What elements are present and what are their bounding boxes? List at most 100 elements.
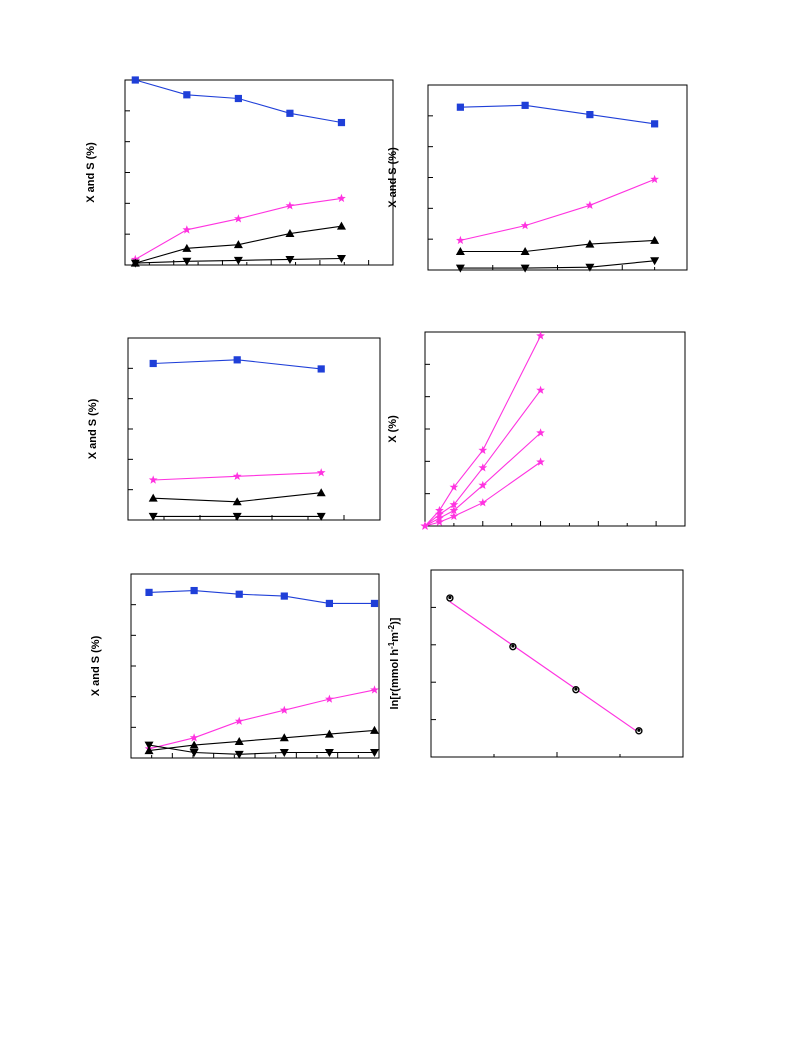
triangle-down-marker	[232, 512, 242, 521]
square-marker	[370, 599, 379, 608]
circle-marker-core	[511, 644, 515, 648]
triangle-down-marker	[369, 748, 379, 757]
series-line	[148, 729, 375, 752]
plot-frame	[127, 337, 381, 521]
plot-frame	[424, 331, 686, 527]
square-marker	[521, 101, 529, 109]
star-marker	[536, 331, 545, 340]
triangle-up-marker	[144, 746, 154, 755]
panel-d: X (%)	[387, 331, 686, 530]
square-marker	[235, 590, 243, 598]
series-triangle-up	[130, 221, 346, 267]
y-axis-label: X and S (%)	[90, 635, 102, 696]
triangle-down-marker	[130, 259, 140, 268]
panel-b: X and S (%)	[387, 84, 688, 273]
series-line	[135, 197, 342, 260]
square-marker	[280, 592, 288, 600]
star-marker	[478, 445, 488, 455]
square-marker	[317, 365, 325, 373]
label-part: m	[389, 632, 401, 642]
y-axis-label: X and S (%)	[85, 142, 97, 203]
triangle-down-marker	[585, 263, 595, 272]
series-line	[148, 590, 375, 604]
star-marker	[585, 200, 595, 209]
square-marker	[190, 586, 198, 595]
panel-f: ln[r(mmol h-1m-2)]	[387, 569, 684, 758]
triangle-down-marker	[316, 512, 326, 521]
star-marker	[456, 235, 465, 245]
superscript: -2	[387, 624, 396, 632]
star-marker	[234, 716, 244, 725]
triangle-up-marker	[336, 221, 346, 230]
panel-c: X and S (%)	[87, 337, 381, 521]
triangle-up-marker	[232, 497, 242, 506]
triangle-up-marker	[650, 235, 660, 244]
plot-frame	[430, 569, 684, 758]
triangle-down-marker	[234, 750, 244, 759]
series-triangle-down	[144, 741, 379, 759]
triangle-down-marker	[336, 255, 346, 264]
circle-marker-core	[637, 728, 641, 732]
triangle-up-marker	[585, 239, 595, 248]
triangle-up-marker	[279, 733, 289, 742]
square-marker	[131, 76, 139, 84]
label-part: )]	[389, 617, 401, 625]
series-triangle-up	[144, 725, 379, 755]
plot-frame	[124, 79, 394, 266]
square-marker	[456, 103, 464, 111]
superscript: -1	[387, 641, 396, 649]
y-axis-label: X (%)	[387, 415, 399, 443]
series-star	[420, 428, 545, 530]
y-axis-label: X and S (%)	[387, 147, 399, 208]
series-square	[131, 76, 346, 127]
fit-line	[449, 601, 640, 734]
star-marker	[536, 457, 545, 466]
series-square	[456, 101, 659, 128]
label-part: ln[r(mmol h	[389, 649, 401, 710]
series-line	[460, 239, 655, 253]
star-marker	[520, 221, 530, 230]
star-marker	[449, 511, 459, 520]
triangle-up-marker	[234, 736, 244, 745]
star-marker	[536, 428, 545, 437]
circle-marker-core	[448, 595, 452, 600]
triangle-up-marker	[189, 740, 199, 749]
series-triangle-down	[130, 255, 346, 268]
panel-e: X and S (%)	[90, 573, 380, 759]
plot-frame	[427, 84, 688, 271]
square-marker	[234, 94, 242, 103]
square-marker	[286, 109, 294, 117]
star-marker	[189, 733, 199, 742]
series-line	[460, 178, 655, 241]
series-star	[456, 174, 659, 245]
series-line	[148, 744, 375, 755]
data-points	[446, 594, 643, 735]
panel-a: X and S (%)	[85, 76, 394, 268]
triangle-up-marker	[233, 240, 243, 249]
star-marker	[370, 685, 379, 694]
star-marker	[316, 468, 326, 477]
star-marker	[449, 505, 459, 515]
triangle-down-marker	[144, 741, 154, 750]
series-square	[145, 586, 379, 608]
series-triangle-down	[455, 257, 660, 273]
series-triangle-up	[455, 235, 660, 255]
square-marker	[183, 91, 191, 99]
series-star	[420, 457, 545, 530]
triangle-down-marker	[189, 748, 199, 757]
star-marker	[182, 225, 192, 234]
star-marker	[650, 174, 659, 184]
series-line	[424, 335, 542, 527]
square-marker	[149, 359, 157, 368]
star-marker	[279, 705, 289, 714]
series-line	[148, 689, 375, 750]
star-marker	[420, 521, 430, 530]
square-marker	[145, 588, 153, 596]
triangle-down-marker	[279, 748, 289, 757]
series-star	[148, 468, 326, 484]
square-marker	[586, 111, 594, 119]
triangle-down-marker	[455, 264, 465, 273]
triangle-up-marker	[182, 243, 192, 252]
square-marker	[337, 118, 346, 127]
